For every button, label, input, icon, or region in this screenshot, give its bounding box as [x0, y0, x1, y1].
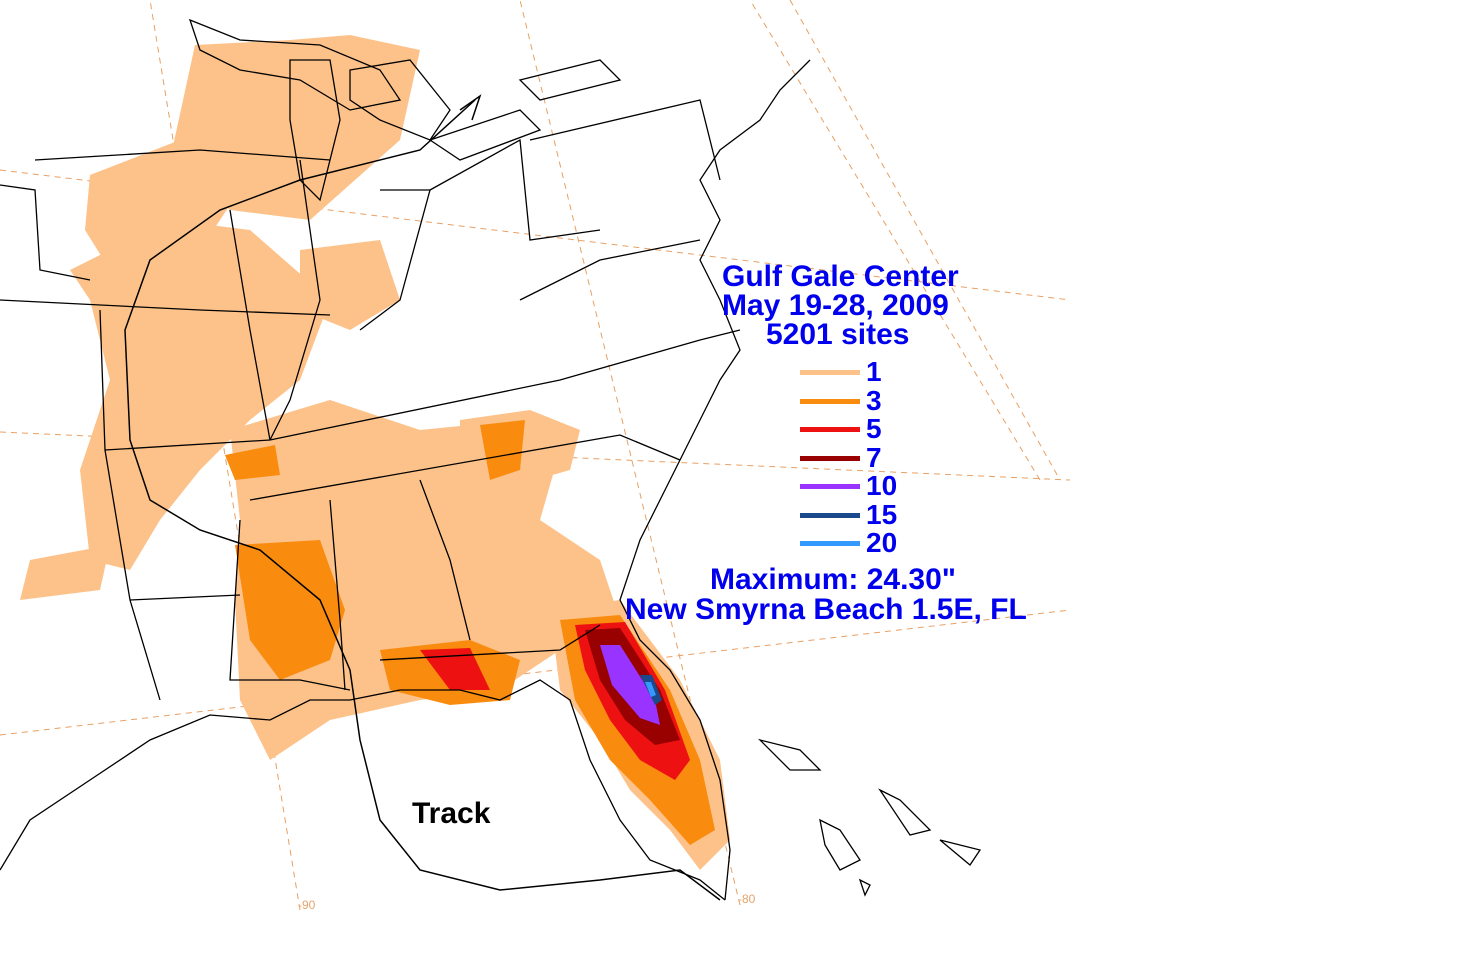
legend-label-15: 15: [866, 498, 898, 530]
storm-track-arrowhead: [459, 94, 482, 121]
longitude-label: -90: [298, 898, 316, 912]
legend-swatch-1: [800, 370, 860, 375]
storm-track-line: [124, 99, 721, 901]
map-title-line-1: Gulf Gale Center: [722, 260, 959, 293]
legend-swatch-20: [800, 541, 860, 546]
state-boundaries: [0, 99, 741, 701]
legend-label-20: 20: [866, 527, 898, 558]
legend-label-3: 3: [866, 384, 882, 416]
map-title-line-2: May 19-28, 2009: [722, 289, 949, 322]
legend-swatch-15: [800, 512, 860, 518]
track-label: Track: [412, 797, 491, 830]
bahamas-islands: [757, 738, 982, 897]
maximum-value: Maximum: 24.30": [710, 563, 956, 596]
rainfall-20in-area: [645, 682, 656, 697]
legend-swatch-3: [800, 398, 860, 404]
legend-swatch-5: [800, 427, 860, 432]
legend-label-5: 5: [866, 413, 882, 444]
legend-swatch-7: [800, 455, 860, 461]
longitude-label: -80: [738, 892, 756, 906]
map-title-line-3: 5201 sites: [766, 318, 910, 351]
coastline: [0, 59, 811, 901]
rainfall-10in-area: [600, 645, 660, 725]
legend-label-10: 10: [866, 470, 898, 501]
legend-label-1: 1: [866, 356, 882, 387]
maximum-location: New Smyrna Beach 1.5E, FL: [625, 593, 1027, 626]
legend-label-7: 7: [866, 441, 882, 473]
legend-swatch-10: [800, 484, 860, 489]
